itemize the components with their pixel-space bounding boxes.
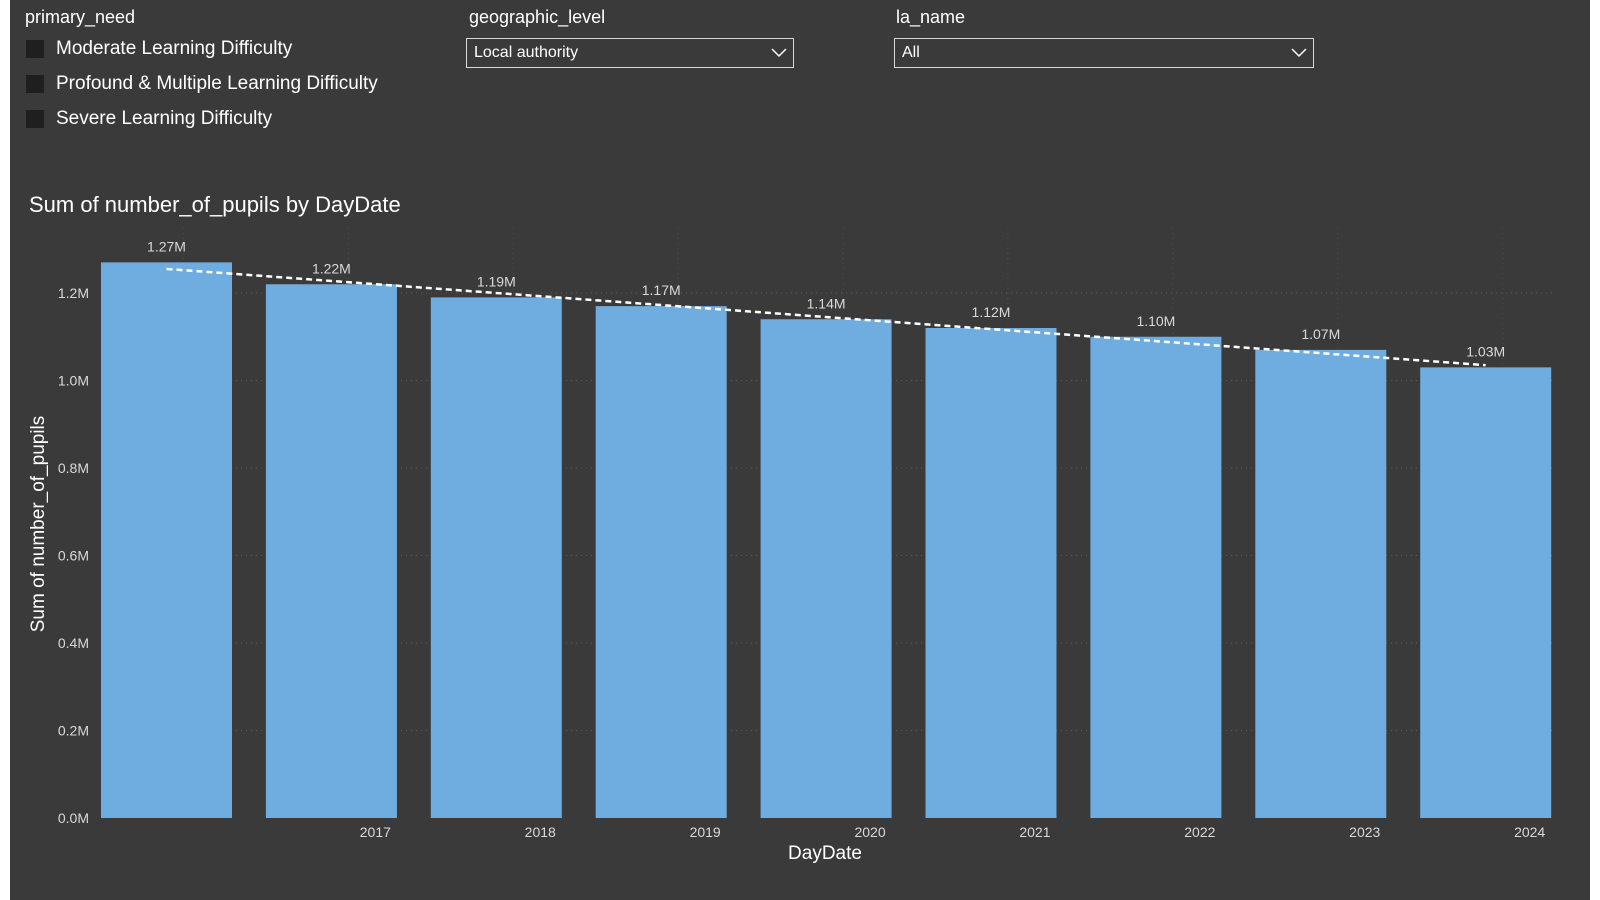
y-axis-title: Sum of number_of_pupils — [28, 416, 49, 633]
y-tick-label: 0.8M — [58, 460, 89, 476]
data-label: 1.07M — [1301, 326, 1340, 342]
option-label: Moderate Learning Difficulty — [56, 38, 293, 59]
x-tick-label: 2018 — [525, 824, 556, 840]
x-tick-label: 2017 — [360, 824, 391, 840]
bar-2021 — [925, 328, 1057, 818]
la-name-dropdown[interactable]: All — [894, 38, 1314, 68]
y-tick-label: 1.2M — [58, 285, 89, 301]
dropdown-value: All — [902, 44, 920, 61]
trend-line — [166, 267, 1486, 367]
x-tick-label: 2019 — [690, 824, 721, 840]
data-label: 1.27M — [147, 238, 186, 254]
bar-2017 — [265, 284, 397, 818]
data-label: 1.14M — [807, 295, 846, 311]
y-tick-label: 0.2M — [58, 723, 89, 739]
x-tick-label: 2021 — [1019, 824, 1050, 840]
x-tick-label: 2020 — [854, 824, 885, 840]
chevron-down-icon — [765, 39, 793, 67]
checkbox[interactable] — [26, 110, 44, 128]
y-tick-label: 0.4M — [58, 635, 89, 651]
y-tick-label: 1.0M — [58, 373, 89, 389]
checkbox[interactable] — [26, 75, 44, 93]
la-name-slicer-title: la_name — [896, 7, 966, 27]
option-label: Severe Learning Difficulty — [56, 108, 273, 129]
data-label: 1.12M — [972, 304, 1011, 320]
bar-2018 — [430, 297, 562, 818]
chart-title: Sum of number_of_pupils by DayDate — [29, 192, 401, 217]
data-label: 1.10M — [1136, 313, 1175, 329]
data-label: 1.19M — [477, 273, 516, 289]
primary-need-option-profound[interactable]: Profound & Multiple Learning Difficulty — [26, 71, 378, 97]
report-canvas: primary_need Moderate Learning Difficult… — [10, 0, 1590, 900]
dropdown-value: Local authority — [474, 44, 579, 61]
geographic-level-dropdown[interactable]: Local authority — [466, 38, 794, 68]
bar-2024 — [1420, 367, 1552, 818]
option-label: Profound & Multiple Learning Difficulty — [56, 73, 378, 94]
y-tick-label: 0.0M — [58, 810, 89, 826]
bar-first — [101, 262, 232, 818]
geographic-level-slicer-title: geographic_level — [469, 7, 606, 27]
bar-2020 — [760, 319, 892, 818]
bar-2023 — [1255, 349, 1387, 818]
chevron-down-icon — [1285, 39, 1313, 67]
x-tick-label: 2023 — [1349, 824, 1380, 840]
bar-2019 — [595, 306, 727, 818]
primary-need-option-moderate[interactable]: Moderate Learning Difficulty — [26, 36, 292, 62]
primary-need-option-severe[interactable]: Severe Learning Difficulty — [26, 106, 272, 132]
x-axis-title: DayDate — [788, 843, 862, 864]
bar-2022 — [1090, 336, 1222, 818]
data-label: 1.03M — [1466, 343, 1505, 359]
x-tick-label: 2022 — [1184, 824, 1215, 840]
bar-chart: 0.0M 0.2M 0.4M 0.6M 0.8M 1.0M 1.2M 1.27M 1.22M 20… — [28, 228, 1555, 864]
y-tick-label: 0.6M — [58, 548, 89, 564]
checkbox[interactable] — [26, 40, 44, 58]
primary-need-slicer-title: primary_need — [25, 7, 136, 27]
x-tick-label: 2024 — [1514, 824, 1545, 840]
data-label: 1.22M — [312, 260, 351, 276]
data-label: 1.17M — [642, 282, 681, 298]
